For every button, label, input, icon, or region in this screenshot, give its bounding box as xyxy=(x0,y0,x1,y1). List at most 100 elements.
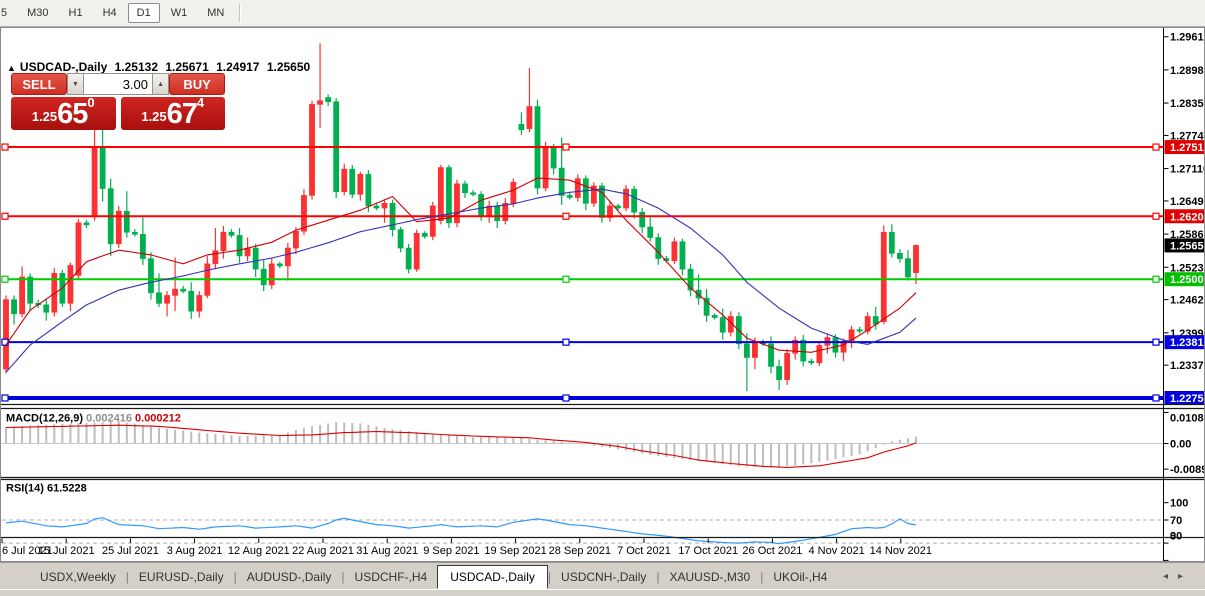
candle-body xyxy=(173,289,178,295)
timeframe-button-h1[interactable]: H1 xyxy=(60,3,92,23)
date-label: 31 Aug 2021 xyxy=(356,545,418,557)
candle-body xyxy=(181,289,186,291)
candle-body xyxy=(132,232,137,234)
candle-body xyxy=(623,189,628,208)
candle-body xyxy=(309,104,314,195)
chart-tab-usdcnh-daily[interactable]: USDCNH-,Daily xyxy=(551,566,656,588)
date-label: 26 Oct 2021 xyxy=(742,545,802,557)
candle-body xyxy=(156,293,161,304)
tabs-scroll-right-icon[interactable]: ▸ xyxy=(1178,571,1193,582)
date-label: 9 Sep 2021 xyxy=(423,545,479,557)
candle-body xyxy=(551,147,556,168)
hline-handle xyxy=(563,213,569,219)
volume-increase-button[interactable]: ▲ xyxy=(152,73,169,95)
one-click-collapse-icon[interactable]: ▲ xyxy=(7,63,16,73)
current-price-tag: 1.25650 xyxy=(1165,238,1205,252)
rsi-axis-label: 0 xyxy=(1170,531,1176,543)
volume-input[interactable] xyxy=(84,73,152,95)
date-label: 17 Oct 2021 xyxy=(678,545,738,557)
candle-body xyxy=(68,265,73,303)
rsi-label: RSI(14) 61.5228 xyxy=(6,483,87,495)
buy-button[interactable]: BUY xyxy=(169,73,225,95)
chart-tab-xauusd-m30[interactable]: XAUUSD-,M30 xyxy=(660,566,761,588)
candle-body xyxy=(801,340,806,361)
hline-handle xyxy=(2,395,8,401)
candle-body xyxy=(897,253,902,258)
chart-tabs-bar: USDX,Weekly|EURUSD-,Daily|AUDUSD-,Daily|… xyxy=(0,562,1205,590)
price-tag-text: 1.27519 xyxy=(1170,142,1205,154)
rsi-axis-label: 100 xyxy=(1170,498,1188,510)
candle-body xyxy=(366,174,371,206)
spin-up-icon: ▲ xyxy=(157,81,164,88)
timeframe-button-mn[interactable]: MN xyxy=(198,3,233,23)
chart-tab-ukoil-h4[interactable]: UKOil-,H4 xyxy=(763,566,837,588)
price-tag-1.23812: 1.23812 xyxy=(1165,335,1205,349)
candle-body xyxy=(422,233,427,236)
timeframe-button-h4[interactable]: H4 xyxy=(94,3,126,23)
timeframe-button-m30[interactable]: M30 xyxy=(18,3,57,23)
hline-handle xyxy=(2,213,8,219)
ohlc-high: 1.25671 xyxy=(165,60,208,74)
date-label: 19 Sep 2021 xyxy=(484,545,546,557)
price-tag-1.27519: 1.27519 xyxy=(1165,140,1205,154)
price-tick-label: 1.28355 xyxy=(1170,98,1205,110)
candle-body xyxy=(253,248,258,269)
candle-body xyxy=(809,361,814,363)
macd-axis-label: 0.010869 xyxy=(1170,413,1205,425)
candle-body xyxy=(744,344,749,358)
macd-axis-label: 0.00 xyxy=(1170,439,1191,451)
candle-body xyxy=(519,124,524,129)
tabs-scroll-left-icon[interactable]: ◂ xyxy=(1163,571,1178,582)
volume-decrease-button[interactable]: ▼ xyxy=(67,73,84,95)
candle-body xyxy=(382,203,387,208)
candle-body xyxy=(350,169,355,194)
candle-body xyxy=(301,195,306,231)
timeframe-button-5[interactable]: 5 xyxy=(0,3,16,23)
candle-body xyxy=(100,147,105,189)
candle-body xyxy=(164,295,169,303)
ohlc-low: 1.24917 xyxy=(216,60,259,74)
candle-body xyxy=(559,168,564,195)
candle-body xyxy=(462,184,467,193)
candle-body xyxy=(495,206,500,221)
hline-handle xyxy=(1153,144,1159,150)
chart-tab-usdx-weekly[interactable]: USDX,Weekly xyxy=(30,566,126,588)
chart-tab-audusd-daily[interactable]: AUDUSD-,Daily xyxy=(237,566,342,588)
sell-button[interactable]: SELL xyxy=(11,73,67,95)
candle-body xyxy=(374,206,379,208)
candle-body xyxy=(261,269,266,285)
candle-body xyxy=(245,248,250,256)
candle-body xyxy=(197,295,202,311)
hline-handle xyxy=(1153,395,1159,401)
candle-body xyxy=(285,248,290,266)
chart-tab-eurusd-daily[interactable]: EURUSD-,Daily xyxy=(129,566,234,588)
candle-body xyxy=(672,242,677,261)
candle-body xyxy=(269,264,274,285)
timeframe-button-d1[interactable]: D1 xyxy=(128,3,160,23)
date-label: 7 Oct 2021 xyxy=(617,545,671,557)
candle-body xyxy=(124,211,129,232)
candle-body xyxy=(189,291,194,311)
ask-price-main: 1.25 xyxy=(141,105,166,129)
toolbar-separator xyxy=(239,4,241,22)
ask-price-pips: 67 xyxy=(167,100,197,129)
chart-tab-usdcad-daily[interactable]: USDCAD-,Daily xyxy=(437,565,548,589)
candle-body xyxy=(44,305,49,312)
date-label: 14 Nov 2021 xyxy=(870,545,932,557)
timeframe-button-w1[interactable]: W1 xyxy=(162,3,197,23)
price-tag-text: 1.25008 xyxy=(1170,274,1205,286)
candle-body xyxy=(406,248,411,269)
candle-body xyxy=(503,203,508,220)
date-label: 4 Nov 2021 xyxy=(808,545,864,557)
candle-body xyxy=(712,315,717,317)
hline-handle xyxy=(1153,276,1159,282)
chart-tab-usdchf-h4[interactable]: USDCHF-,H4 xyxy=(345,566,438,588)
candle-body xyxy=(438,168,443,221)
